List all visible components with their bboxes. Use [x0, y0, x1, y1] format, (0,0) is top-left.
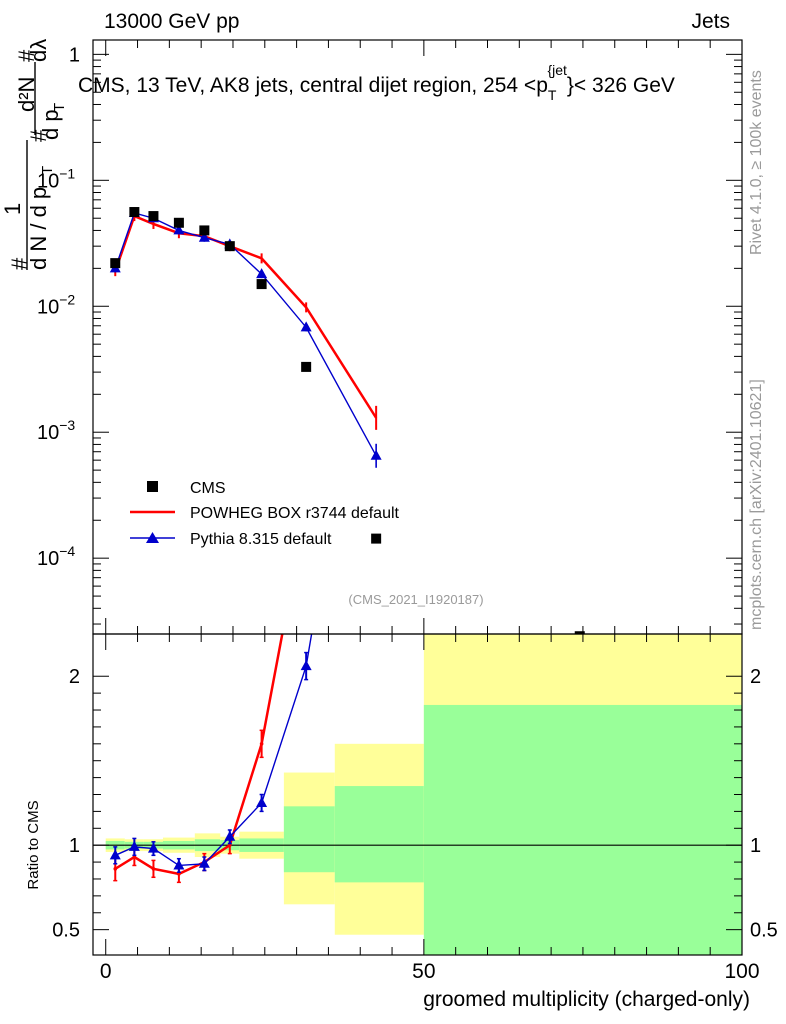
band-green-7	[283, 806, 335, 873]
pythia-point-8	[370, 449, 382, 460]
cms-point-4	[199, 225, 210, 236]
cms-point-1	[129, 207, 140, 218]
rtick-label-r-0: 0.5	[750, 920, 778, 942]
svg-text:1: 1	[0, 203, 25, 215]
ratio-point-powheg-5	[227, 843, 232, 847]
cms-point-8	[371, 533, 382, 544]
upper-ylabel: # 1 d N / d p T # d²N d p T # dλ	[0, 39, 68, 270]
svg-text:d N / d p: d N / d p	[26, 187, 51, 270]
legend-label-powheg: POWHEG BOX r3744 default	[190, 505, 400, 522]
ratio-point-powheg-3	[177, 872, 181, 876]
legend-marker-pythia	[146, 532, 159, 543]
ytick-label-2: 10−2	[37, 291, 75, 318]
ratio-point-pythia-2	[147, 842, 159, 853]
svg-text:#: #	[26, 129, 51, 142]
ytick-base-1: 10	[37, 170, 59, 192]
ytick-label-4: 10−4	[37, 543, 75, 570]
band-green-8	[334, 786, 424, 883]
legend: CMS POWHEG BOX r3744 default Pythia 8.31…	[130, 480, 400, 548]
ytick-base-2: 10	[37, 296, 59, 318]
ytick-exp-2: −2	[59, 291, 75, 307]
ratio-point-pythia-5	[224, 830, 236, 841]
xtick-label-2: 100	[724, 960, 759, 983]
ratio-point-powheg-2	[151, 867, 156, 871]
pythia-point-4	[198, 231, 210, 242]
powheg-line	[114, 214, 378, 419]
rtick-label-l-0: 0.5	[52, 920, 80, 942]
legend-label-cms: CMS	[190, 480, 226, 497]
ratio-point-pythia-7	[300, 660, 312, 671]
rtick-label-l-2: 2	[69, 666, 80, 688]
ytick-label-1: 10−1	[37, 165, 75, 192]
cms-point-5	[224, 241, 235, 252]
svg-text:#: #	[7, 257, 32, 270]
svg-text:d p: d p	[38, 109, 63, 140]
ytick-exp-3: −3	[59, 417, 75, 433]
ratio-panel	[93, 634, 742, 955]
cms-point-3	[173, 217, 184, 228]
mcplots-label: mcplots.cern.ch [arXiv:2401.10621]	[748, 379, 765, 630]
cms-point-0	[110, 258, 121, 269]
pythia-line	[114, 212, 377, 457]
ratio-point-powheg-0	[113, 867, 118, 871]
rtick-label-r-1: 1	[750, 835, 761, 857]
ratio-ylabel: Ratio to CMS	[25, 800, 42, 889]
legend-label-pythia: Pythia 8.315 default	[190, 531, 332, 548]
cms-point-9	[574, 631, 585, 634]
rivet-label: Rivet 4.1.0, ≥ 100k events	[748, 70, 765, 255]
ratio-point-pythia-1	[128, 840, 140, 851]
ratio-point-pythia-3	[173, 859, 185, 870]
ratio-line-0	[114, 634, 284, 876]
svg-text:dλ: dλ	[26, 39, 51, 62]
ratio-point-powheg-1	[132, 855, 137, 859]
svg-text:T: T	[39, 166, 56, 175]
header-right: Jets	[691, 10, 730, 33]
chart-title: CMS, 13 TeV, AK8 jets, central dijet reg…	[78, 62, 675, 103]
analysis-id: (CMS_2021_I1920187)	[348, 592, 483, 607]
axis-ticks: 110−110−210−310−40.5 0.51 12 20 50 100	[37, 40, 778, 983]
rtick-label-r-2: 2	[750, 666, 761, 688]
ratio-point-pythia-0	[109, 849, 121, 860]
ratio-point-pythia-6	[256, 796, 268, 807]
rtick-label-l-1: 1	[69, 835, 80, 857]
pythia-point-6	[256, 268, 268, 279]
ratio-point-pythia-4	[198, 857, 210, 868]
x-axis-label: groomed multiplicity (charged-only)	[423, 988, 750, 1011]
ytick-exp-4: −4	[59, 543, 75, 559]
upper-panel	[109, 207, 585, 634]
pythia-point-7	[300, 321, 312, 332]
ratio-point-powheg-6	[259, 742, 264, 746]
legend-marker-cms	[147, 481, 158, 492]
ytick-label-0: 1	[69, 44, 80, 66]
ytick-exp-1: −1	[59, 165, 75, 181]
ytick-base-3: 10	[37, 422, 59, 444]
cms-point-7	[301, 361, 312, 372]
cms-point-6	[256, 279, 267, 290]
pythia-point-3	[173, 224, 185, 235]
svg-text:#: #	[14, 49, 39, 62]
header-left: 13000 GeV pp	[104, 10, 239, 33]
svg-text:T: T	[51, 103, 68, 112]
ytick-base-4: 10	[37, 548, 59, 570]
cms-point-2	[148, 211, 159, 222]
xtick-label-1: 50	[412, 960, 435, 983]
xtick-label-0: 0	[100, 960, 112, 983]
ytick-label-3: 10−3	[37, 417, 75, 444]
band-green-9	[423, 704, 742, 955]
